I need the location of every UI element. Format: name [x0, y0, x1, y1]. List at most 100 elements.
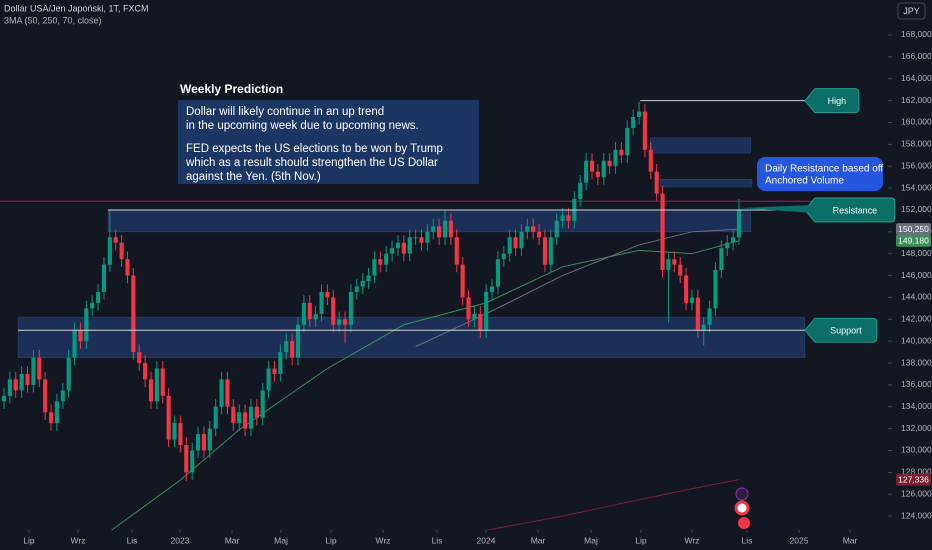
price-label: 127,336 [898, 474, 929, 484]
callout-pointer [739, 204, 815, 213]
candle-body [266, 368, 271, 391]
y-tick-label: 154,000 [901, 182, 932, 192]
candle-body [636, 111, 642, 117]
candle-body [360, 281, 365, 287]
y-tick-label: 148,000 [901, 248, 932, 258]
x-tick-label: Mar [531, 535, 546, 545]
candle-body [219, 379, 224, 407]
candle-body [113, 237, 118, 243]
candle-body [348, 291, 353, 325]
candle-body [466, 297, 471, 320]
candle-body [125, 259, 130, 276]
candle-body [589, 160, 595, 172]
candle-body [625, 127, 630, 156]
x-tick-label: Lip [325, 535, 337, 545]
candle-body [631, 116, 636, 128]
x-tick-label: Lip [23, 535, 35, 545]
y-tick-label: 130,000 [901, 445, 932, 455]
y-tick-label: 152,000 [901, 204, 932, 214]
y-tick-label: 162,000 [901, 95, 932, 105]
candle-body [689, 297, 695, 303]
zone [17, 316, 806, 358]
candle-body [107, 237, 112, 265]
candle-body [695, 297, 700, 331]
chart-title: Dollar USA/Jen Japoński, 1T, FXCM [4, 3, 149, 13]
candle-body [648, 149, 653, 172]
candle-body [207, 428, 212, 451]
candle-body [313, 313, 318, 320]
moving-average [485, 479, 740, 530]
currency[interactable]: JPY [903, 6, 920, 16]
candle-body [407, 237, 412, 254]
candle-body [495, 259, 500, 287]
candle-body [254, 406, 259, 418]
candle-body [472, 313, 477, 320]
candle-body [342, 319, 348, 325]
y-tick-label: 136,000 [901, 379, 932, 389]
y-tick-label: 134,000 [901, 401, 932, 411]
candle-body [425, 231, 430, 243]
candle-body [713, 270, 718, 309]
event-icon[interactable] [738, 517, 750, 529]
indicator-legend: 3MA (50, 250, 70, close) [4, 15, 102, 25]
y-tick-label: 144,000 [901, 292, 932, 302]
candle-body [143, 363, 148, 380]
candle-body [248, 406, 254, 429]
candle-body [90, 302, 95, 309]
event-icon[interactable] [734, 500, 750, 516]
x-tick-label: Wrz [71, 535, 86, 545]
candle-body [684, 275, 689, 303]
candle-body [131, 275, 136, 353]
y-tick-label: 156,000 [901, 160, 932, 170]
candle-body [178, 423, 183, 446]
candle-body [225, 379, 230, 407]
candle-body [672, 259, 677, 265]
candle-body [295, 324, 301, 358]
x-tick-label: Mar [225, 535, 240, 545]
candle-body [96, 291, 101, 303]
currency-box[interactable] [897, 2, 926, 20]
candle-body [25, 373, 30, 385]
candle-body [707, 308, 712, 325]
candle-body [460, 264, 465, 298]
candle-body [666, 259, 671, 271]
candle-body [401, 242, 406, 254]
candle-body [719, 248, 724, 271]
price-label: 149,180 [898, 236, 929, 246]
candle-body [654, 171, 659, 194]
candle-body [260, 390, 265, 418]
candle-body [48, 412, 54, 424]
note-box [757, 157, 883, 191]
y-tick-label: 142,000 [901, 314, 932, 324]
price-label-box [896, 234, 931, 247]
candle-body [678, 264, 683, 276]
candle-body [72, 330, 77, 358]
x-tick-label: Lis [742, 535, 753, 545]
x-tick-label: Wrz [376, 535, 391, 545]
note-text: Anchored Volume [765, 176, 844, 187]
candle-body [537, 231, 542, 238]
callout-label: High [828, 96, 847, 106]
candle-body [7, 379, 12, 396]
candle-body [642, 111, 647, 150]
prediction-line: which as a result should strengthen the … [185, 157, 438, 169]
candle-body [243, 412, 248, 429]
candle-body [448, 220, 453, 238]
y-tick-label: 132,000 [901, 423, 932, 433]
y-tick-label: 160,000 [901, 117, 932, 127]
overlay: 124,000 126,000 128,000 130,000 132,000 134,0… [23, 29, 932, 545]
candle-body [172, 423, 177, 440]
candle-body [195, 434, 201, 451]
y-tick-label: 146,000 [901, 270, 932, 280]
candle-body [554, 220, 559, 238]
event-icon[interactable] [735, 487, 749, 501]
candle-body [148, 379, 154, 402]
y-tick-label: 124,000 [901, 510, 932, 520]
candle-body [419, 237, 424, 243]
callout [804, 197, 896, 223]
callout [804, 88, 860, 113]
candle-body [501, 253, 506, 260]
candle-body [519, 231, 524, 249]
candle-body [78, 330, 83, 342]
